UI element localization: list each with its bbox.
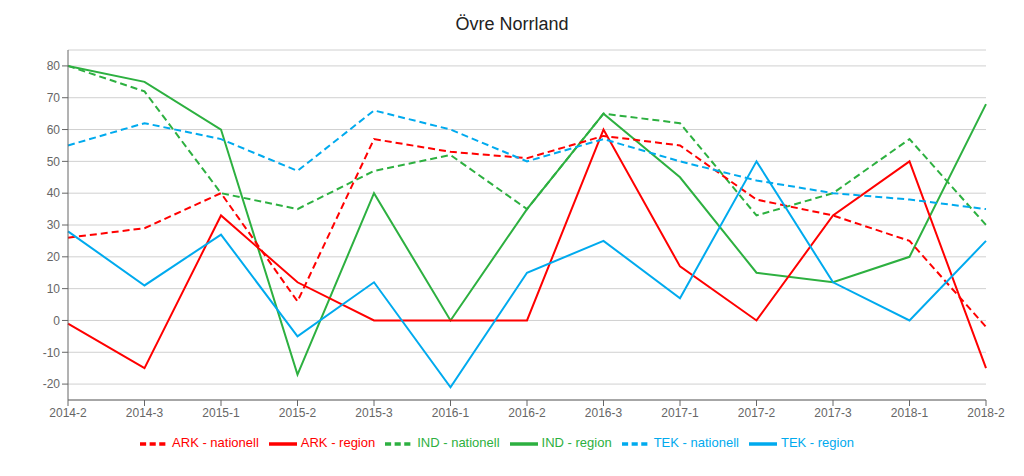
svg-text:0: 0 [53,314,60,328]
svg-text:50: 50 [47,155,61,169]
svg-text:-20: -20 [43,377,61,391]
svg-text:2015-1: 2015-1 [202,406,240,420]
svg-text:70: 70 [47,91,61,105]
svg-text:60: 60 [47,123,61,137]
svg-text:40: 40 [47,186,61,200]
html-text:ARK - region: ARK - region [300,435,376,451]
svg-text:2014-2: 2014-2 [49,406,87,420]
svg-text:20: 20 [47,250,61,264]
svg-text:30: 30 [47,218,61,232]
svg-text:2015-2: 2015-2 [279,406,317,420]
svg-text:2018-1: 2018-1 [891,406,929,420]
svg-text:2016-2: 2016-2 [508,406,546,420]
html-text:IND - region: IND - region [541,435,612,451]
svg-text:2014-3: 2014-3 [126,406,164,420]
svg-text:10: 10 [47,282,61,296]
html-text:TEK - nationell: TEK - nationell [653,435,739,451]
svg-text:2017-1: 2017-1 [661,406,699,420]
html-text:TEK - region: TEK - region [780,435,854,451]
svg-text:80: 80 [47,59,61,73]
svg-text:2016-3: 2016-3 [585,406,623,420]
svg-text:2018-2: 2018-2 [967,406,1005,420]
svg-text:2017-3: 2017-3 [814,406,852,420]
html-text:IND - nationell: IND - nationell [417,435,500,451]
svg-text:2016-1: 2016-1 [432,406,470,420]
svg-text:2017-2: 2017-2 [738,406,776,420]
html-text:Övre Norrland: Övre Norrland [455,14,569,34]
svg-text:2015-3: 2015-3 [355,406,393,420]
html-text:ARK - nationell: ARK - nationell [172,435,259,451]
svg-text:-10: -10 [43,346,61,360]
